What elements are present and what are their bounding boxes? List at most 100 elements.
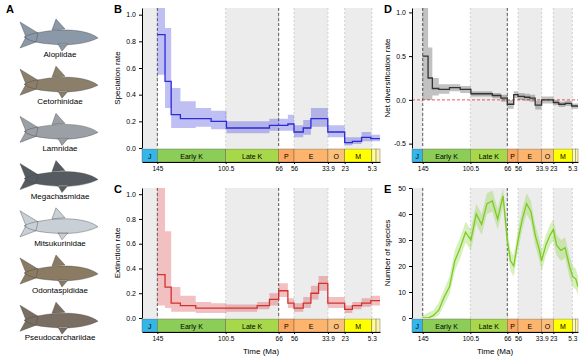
- y-tick-label: 0: [402, 315, 406, 322]
- x-tick-label: 66: [504, 165, 512, 172]
- panel: 0.00.20.40.60.81.0Extinction rateCJEarly…: [113, 169, 381, 356]
- axis-line: [142, 9, 143, 149]
- figure: AAlopiidaeCetorhinidaeLamnidaeMegachasmi…: [0, 0, 584, 359]
- x-tick-label: 5.3: [368, 335, 377, 342]
- period-label: Early K: [180, 323, 203, 331]
- tick-mark: [279, 162, 280, 164]
- y-tick-label: 0.6: [126, 65, 136, 72]
- tick-mark: [423, 332, 424, 334]
- y-tick: 0: [402, 315, 412, 322]
- y-tick-label: 0.5: [396, 53, 406, 60]
- panel-label: B: [114, 3, 122, 15]
- x-tick: 66: [276, 162, 284, 172]
- period-label: P: [284, 323, 289, 330]
- shaded-interval: [553, 8, 572, 148]
- tick-mark: [372, 332, 373, 334]
- y-axis: 0.00.20.40.60.81.0: [126, 9, 142, 152]
- shaded-interval: [412, 8, 423, 148]
- shark-icon: [20, 66, 98, 98]
- period-label: E: [309, 323, 314, 330]
- y-tick-label: 30: [398, 237, 406, 244]
- x-tick-label: 33.9: [322, 165, 335, 172]
- shark-icon: [20, 19, 98, 51]
- x-tick-label: 100.5: [218, 335, 235, 342]
- tick-mark: [139, 15, 142, 16]
- panel-label: A: [6, 3, 14, 15]
- y-axis-title: Number of species: [383, 220, 392, 287]
- grid-line: [572, 188, 573, 318]
- grid-line: [518, 8, 519, 148]
- period-box: [226, 149, 279, 162]
- x-tick-label: 5.3: [368, 165, 377, 172]
- period-label: M: [355, 323, 361, 330]
- family-name: Odontaspididae: [32, 286, 89, 295]
- grid-line: [507, 188, 508, 318]
- tick-mark: [139, 268, 142, 269]
- x-tick: 56: [515, 162, 523, 172]
- shark-icon: [20, 302, 98, 334]
- x-tick-label: 23: [342, 165, 350, 172]
- period-box: [575, 319, 578, 332]
- period-box: [572, 149, 575, 162]
- y-tick: 30: [398, 237, 412, 244]
- y-tick: 0.0: [396, 97, 412, 104]
- tick-mark: [139, 219, 142, 220]
- tick-mark: [157, 162, 158, 164]
- tick-mark: [294, 332, 295, 334]
- grid-line: [541, 8, 542, 148]
- y-tick: 0.0: [126, 145, 142, 152]
- y-tick-label: -0.5: [394, 140, 406, 147]
- tick-mark: [409, 100, 412, 101]
- x-axis: 145100.5665633.9235.3: [413, 332, 579, 342]
- axis-line: [143, 332, 381, 333]
- y-tick: 1.0: [396, 9, 412, 16]
- y-tick-label: 1.0: [126, 191, 136, 198]
- uncertainty-band: [423, 8, 578, 110]
- y-tick: 0.2: [126, 290, 142, 297]
- x-tick: 23: [550, 332, 558, 342]
- shark-icon: [20, 161, 98, 193]
- tick-mark: [572, 162, 573, 164]
- y-axis: 0.00.20.40.60.81.0: [126, 189, 142, 322]
- tick-mark: [157, 332, 158, 334]
- uncertainty-band: [157, 188, 380, 313]
- period-box: [507, 149, 518, 162]
- tick-mark: [139, 318, 142, 319]
- x-tick: 56: [291, 162, 299, 172]
- y-tick: 0.4: [126, 91, 142, 98]
- x-tick-label: 5.3: [568, 165, 577, 172]
- period-box: [157, 319, 225, 332]
- x-tick-label: 66: [276, 165, 284, 172]
- period-label: M: [560, 153, 566, 160]
- period-label: O: [334, 153, 340, 160]
- grid-line: [470, 188, 471, 318]
- family-name: Pseudocarchariidae: [25, 333, 96, 342]
- period-label: P: [284, 153, 289, 160]
- x-tick: 5.3: [368, 332, 377, 342]
- tick-mark: [139, 194, 142, 195]
- x-tick: 100.5: [218, 162, 235, 172]
- period-box: [553, 319, 572, 332]
- x-tick-label: 56: [291, 165, 299, 172]
- x-tick: 5.3: [568, 162, 577, 172]
- period-label: Late K: [479, 323, 500, 330]
- y-tick: 50: [398, 185, 412, 192]
- panel: 0.00.20.40.60.81.0Speciation rateBJEarly…: [113, 0, 381, 172]
- x-tick-label: 66: [276, 335, 284, 342]
- x-tick-label: 145: [152, 335, 163, 342]
- tick-mark: [226, 162, 227, 164]
- panel-label: D: [384, 3, 392, 15]
- y-tick-label: 0.0: [126, 145, 136, 152]
- period-label: J: [416, 323, 420, 330]
- shark-icon: [20, 208, 98, 240]
- x-tick-label: 145: [418, 165, 429, 172]
- x-tick-label: 33.9: [536, 335, 549, 342]
- x-tick-label: 33.9: [536, 165, 549, 172]
- x-tick: 33.9: [322, 332, 335, 342]
- data: [423, 188, 578, 318]
- x-tick-label: 23: [550, 165, 558, 172]
- x-tick-label: 56: [291, 335, 299, 342]
- grid-line: [422, 188, 423, 318]
- x-tick: 5.3: [368, 162, 377, 172]
- y-tick: -0.5: [394, 140, 412, 147]
